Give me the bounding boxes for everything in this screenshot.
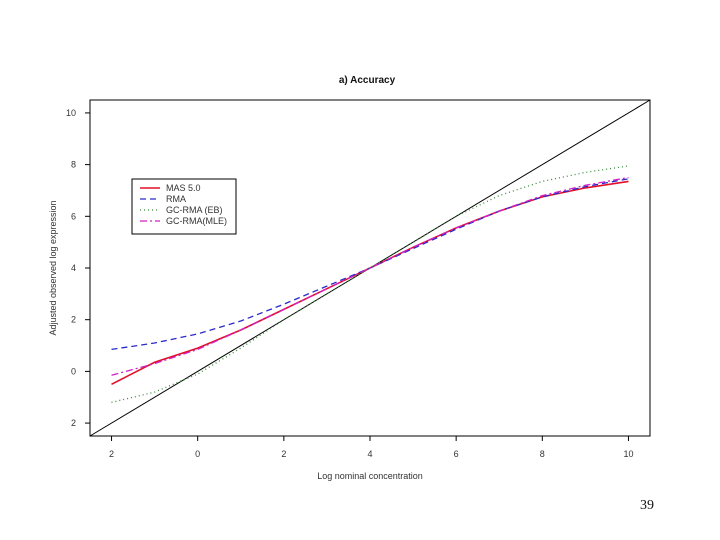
x-tick-label: 8: [540, 449, 545, 459]
page-number: 39: [640, 498, 654, 513]
chart-title: a) Accuracy: [339, 75, 396, 86]
legend-label-2: RMA: [166, 194, 186, 204]
y-tick-label: 0: [71, 366, 76, 376]
legend-label-4: GC-RMA(MLE): [166, 216, 227, 226]
y-tick-label: 10: [66, 108, 76, 118]
y-tick-label: 6: [71, 211, 76, 221]
legend-label-1: MAS 5.0: [166, 183, 201, 193]
y-tick-label: 2: [71, 418, 76, 428]
y-tick-label: 4: [71, 263, 76, 273]
y-axis-label: Adjusted observed log expression: [48, 200, 58, 335]
x-tick-label: 0: [195, 449, 200, 459]
x-tick-label: 6: [454, 449, 459, 459]
x-axis-label: Log nominal concentration: [317, 471, 423, 481]
series-line-4: [111, 176, 629, 376]
x-tick-label: 2: [281, 449, 286, 459]
x-tick-label: 4: [367, 449, 372, 459]
y-tick-label: 8: [71, 160, 76, 170]
y-tick-label: 2: [71, 315, 76, 325]
legend-label-3: GC-RMA (EB): [166, 205, 223, 215]
x-tick-label: 10: [623, 449, 633, 459]
x-tick-label: 2: [109, 449, 114, 459]
